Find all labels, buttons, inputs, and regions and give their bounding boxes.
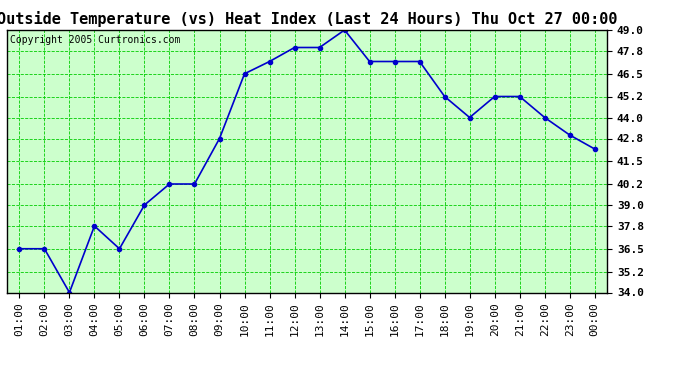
Text: Copyright 2005 Curtronics.com: Copyright 2005 Curtronics.com xyxy=(10,35,180,45)
Title: Outside Temperature (vs) Heat Index (Last 24 Hours) Thu Oct 27 00:00: Outside Temperature (vs) Heat Index (Las… xyxy=(0,12,618,27)
